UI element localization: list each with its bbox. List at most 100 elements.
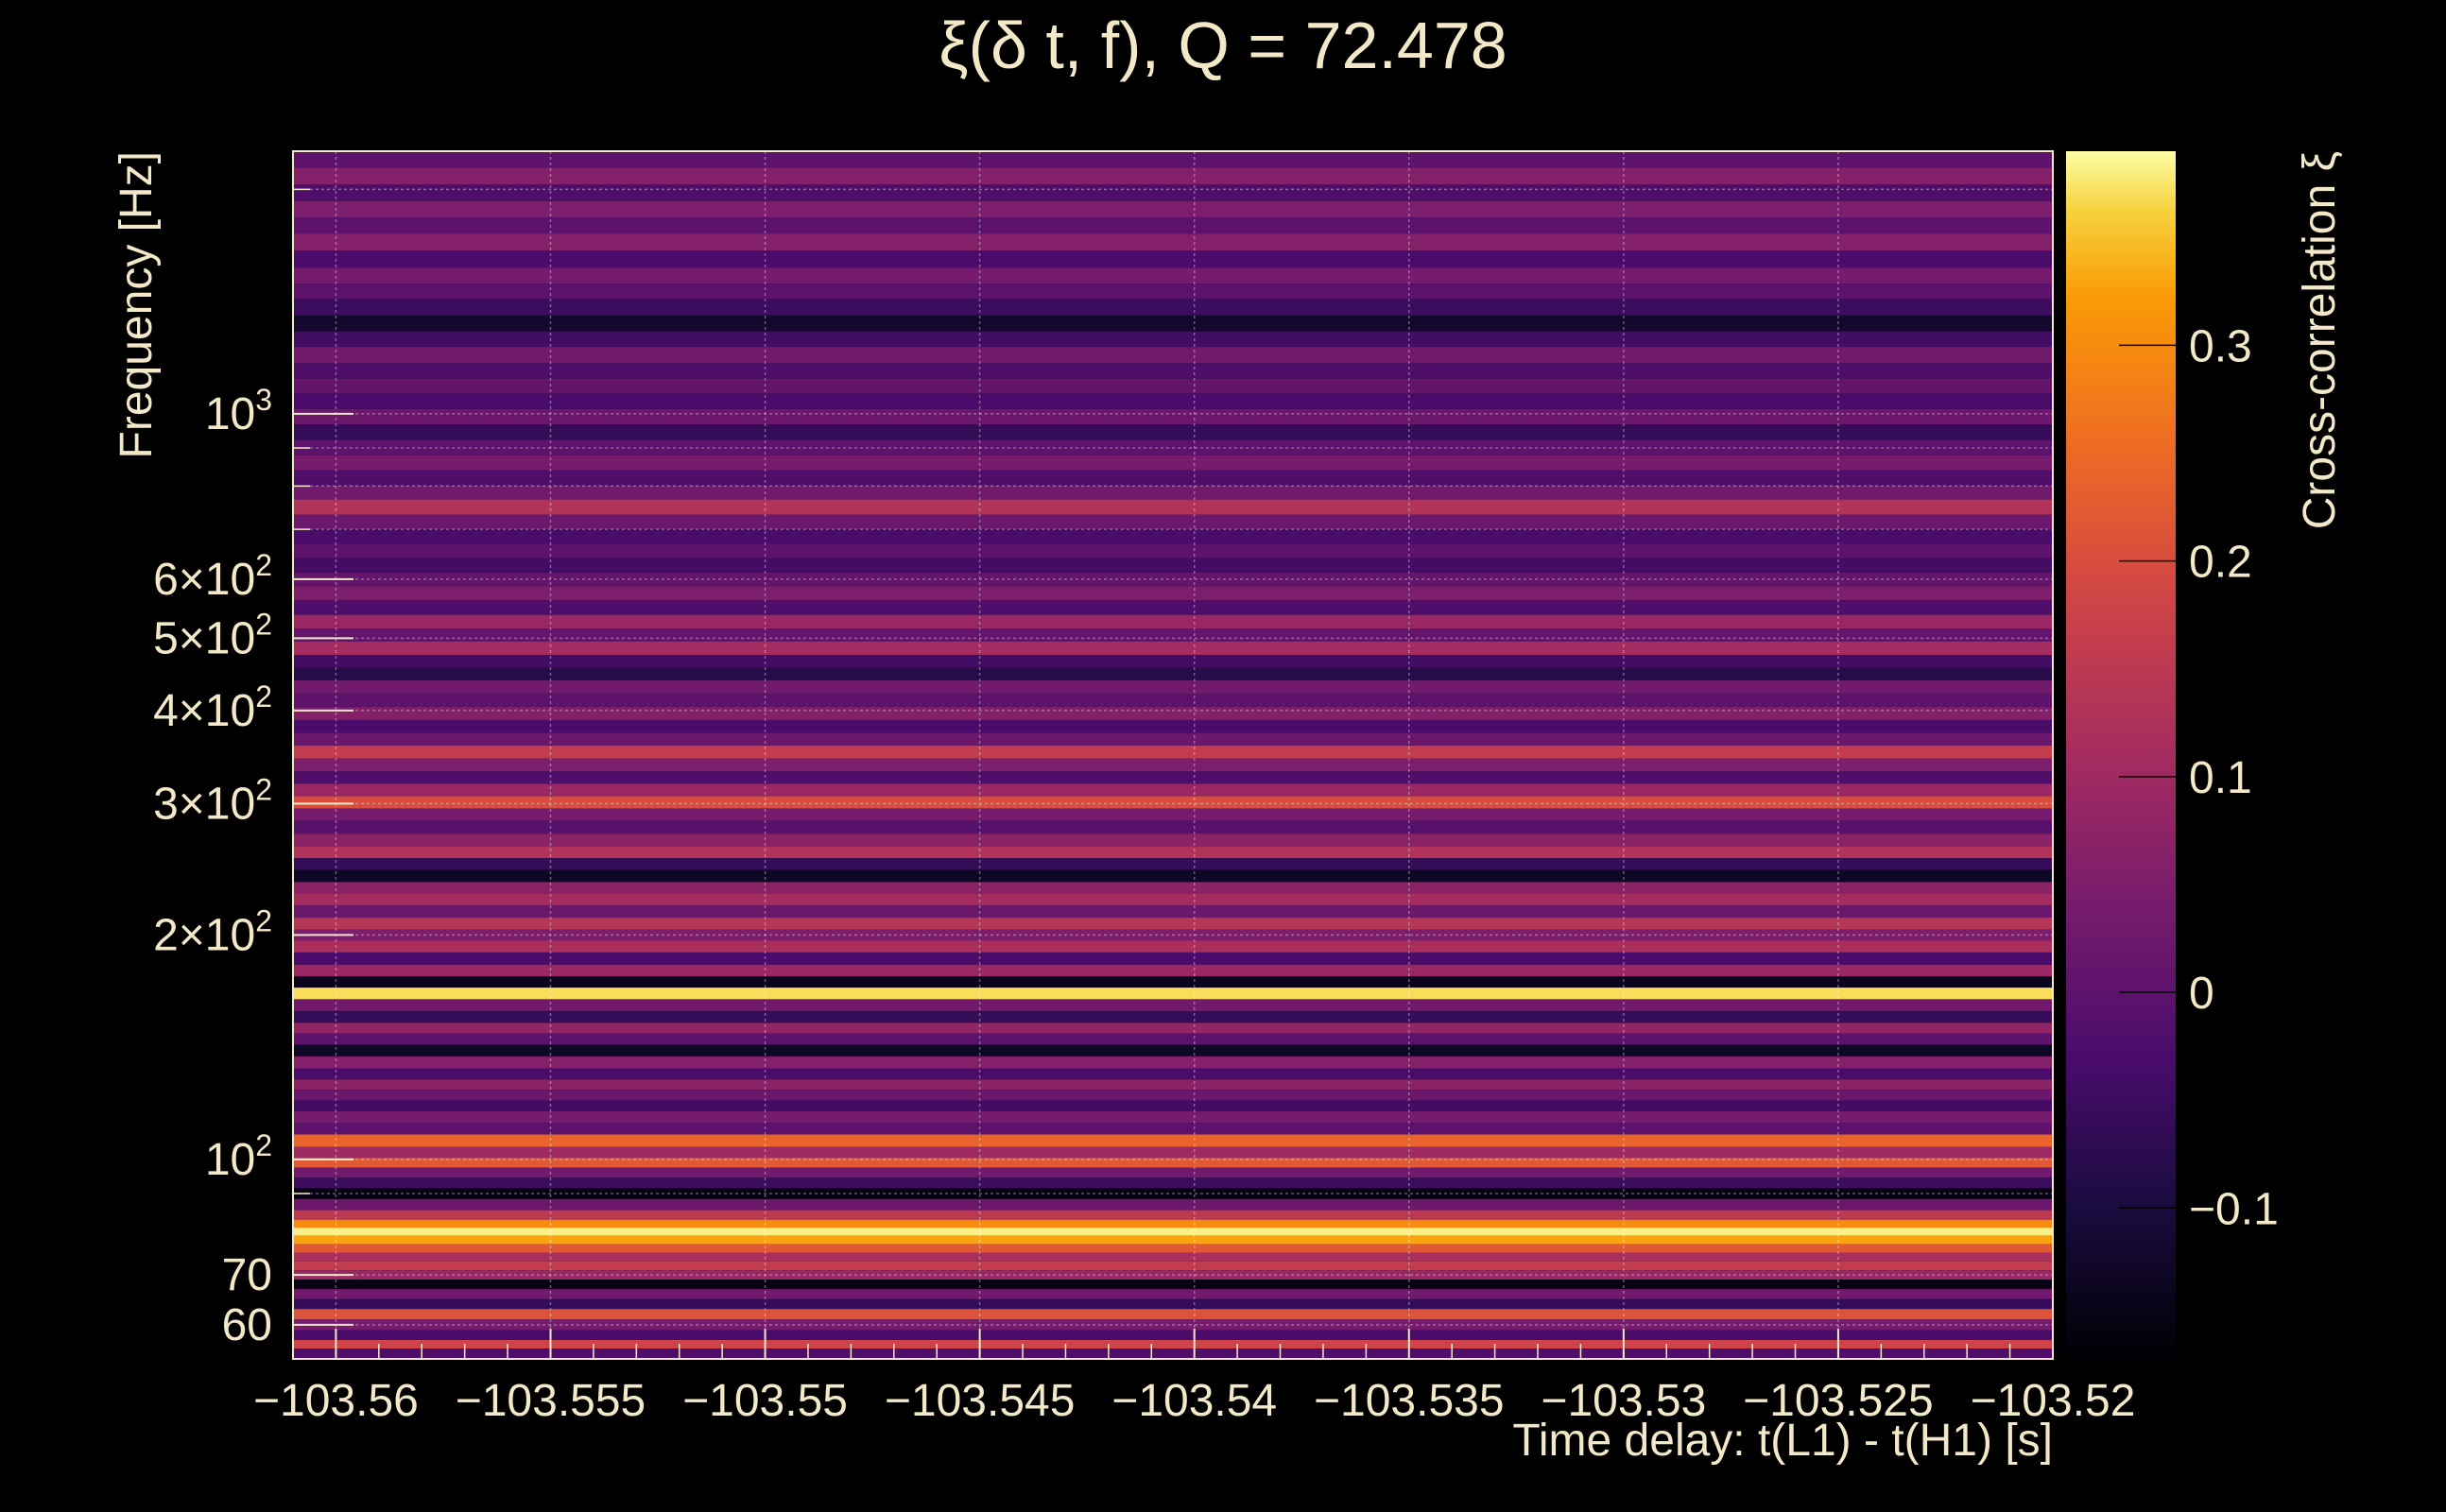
heatmap-band [293, 315, 2053, 332]
heatmap-band [293, 1280, 2053, 1290]
x-tick-label: −103.52 [1971, 1376, 2136, 1426]
heatmap-band [293, 1033, 2053, 1045]
heatmap-band [293, 1056, 2053, 1069]
heatmap-band [293, 1079, 2053, 1091]
heatmap-band [293, 514, 2053, 530]
heatmap-band [293, 846, 2053, 859]
y-tick-label: 4×102 [153, 679, 272, 736]
chart-title: ξ(δ t, f), Q = 72.478 [939, 9, 1507, 82]
heatmap-band [293, 940, 2053, 953]
heatmap-band [293, 952, 2053, 965]
heatmap-band [293, 1252, 2053, 1262]
heatmap-band [293, 299, 2053, 316]
heatmap-band [293, 1100, 2053, 1112]
heatmap-band [293, 1134, 2053, 1147]
heatmap-band [293, 331, 2053, 348]
y-tick-label: 60 [222, 1300, 272, 1350]
heatmap-band [293, 1146, 2053, 1159]
heatmap-band [293, 393, 2053, 409]
heatmap-band [293, 1022, 2053, 1034]
heatmap-band [293, 558, 2053, 573]
heatmap-band [293, 1167, 2053, 1178]
colorbar-label: Cross-correlation ξ [2295, 151, 2345, 529]
heatmap-band [293, 1309, 2053, 1320]
heatmap-band [293, 586, 2053, 601]
heatmap-band [293, 628, 2053, 642]
heatmap-band [293, 200, 2053, 217]
y-tick-label: 103 [205, 383, 272, 439]
y-tick-label: 5×102 [153, 607, 272, 663]
heatmap-band [293, 999, 2053, 1012]
heatmap-band [293, 783, 2053, 797]
heatmap-band [293, 732, 2053, 746]
heatmap-band [293, 1261, 2053, 1271]
heatmap-band [293, 1177, 2053, 1189]
heatmap-band [293, 964, 2053, 977]
heatmap-band [293, 1340, 2053, 1349]
heatmap-band [293, 267, 2053, 284]
heatmap-band [293, 771, 2053, 784]
heatmap-band [293, 250, 2053, 268]
heatmap-band [293, 988, 2053, 1000]
heatmap-band [293, 1349, 2053, 1359]
heatmap-band [293, 1319, 2053, 1331]
colorbar-tick-label: 0 [2189, 969, 2214, 1019]
heatmap-band [293, 614, 2053, 629]
heatmap-band [293, 485, 2053, 500]
x-axis-label: Time delay: t(L1) - t(H1) [s] [1512, 1416, 2053, 1466]
heatmap-band [293, 1228, 2053, 1236]
colorbar [2066, 151, 2176, 1359]
heatmap [293, 151, 2053, 1359]
heatmap-band [293, 655, 2053, 668]
colorbar-tick-label: 0.2 [2189, 538, 2252, 588]
heatmap-band [293, 600, 2053, 615]
heatmap-band [293, 529, 2053, 544]
heatmap-band [293, 378, 2053, 394]
heatmap-band [293, 167, 2053, 185]
x-tick-label: −103.535 [1314, 1376, 1505, 1426]
heatmap-band [293, 882, 2053, 895]
heatmap-band [293, 1330, 2053, 1341]
heatmap-band [293, 918, 2053, 930]
heatmap-band [293, 820, 2053, 834]
heatmap-band [293, 363, 2053, 379]
grid-lines [293, 151, 2054, 1359]
heatmap-band [293, 667, 2053, 681]
heatmap-band [293, 151, 2053, 168]
heatmap-band [293, 1235, 2053, 1245]
heatmap-band [293, 719, 2053, 733]
heatmap-band [293, 455, 2053, 471]
y-axis-label: Frequency [Hz] [112, 151, 162, 458]
colorbar-tick-label: −0.1 [2189, 1184, 2279, 1234]
heatmap-band [293, 1068, 2053, 1080]
heatmap-band [293, 1210, 2053, 1220]
x-axis: −103.56 −103.555 −103.55 −103.545 −103.54 −10… [253, 1329, 2135, 1426]
heatmap-band [293, 347, 2053, 364]
heatmap-band [293, 641, 2053, 656]
heatmap-band [293, 929, 2053, 941]
colorbar-axis: −0.1 0 0.1 0.2 0.3 [2119, 321, 2279, 1234]
y-tick-label: 6×102 [153, 548, 272, 605]
heatmap-band [293, 1011, 2053, 1023]
heatmap-band [293, 424, 2053, 440]
heatmap-band [293, 1219, 2053, 1228]
x-tick-label: −103.53 [1541, 1376, 1706, 1426]
heatmap-band [293, 833, 2053, 847]
x-tick-label: −103.525 [1743, 1376, 1934, 1426]
colorbar-tick-label: 0.1 [2189, 753, 2252, 803]
colorbar-tick-label: 0.3 [2189, 321, 2252, 371]
x-tick-label: −103.545 [885, 1376, 1076, 1426]
y-tick-label: 2×102 [153, 903, 272, 960]
plot-frame [292, 150, 2054, 1360]
heatmap-band [293, 1298, 2053, 1310]
heatmap-band [293, 1289, 2053, 1299]
heatmap-band [293, 758, 2053, 772]
heatmap-band [293, 543, 2053, 558]
heatmap-band [293, 858, 2053, 870]
x-tick-label: −103.54 [1111, 1376, 1277, 1426]
x-tick-label: −103.555 [456, 1376, 646, 1426]
heatmap-band [293, 976, 2053, 988]
